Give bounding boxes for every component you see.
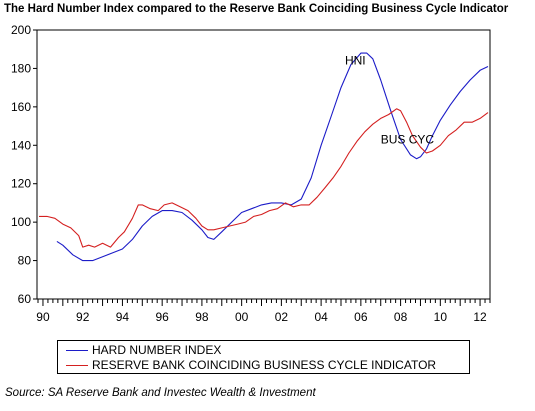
- legend-label-bus-cyc: RESERVE BANK COINCIDING BUSINESS CYCLE I…: [92, 358, 437, 372]
- x-tick-label: 00: [235, 310, 249, 324]
- x-tick-label: 98: [195, 310, 209, 324]
- x-tick-label: 04: [314, 310, 328, 324]
- source-note: Source: SA Reserve Bank and Investec Wea…: [5, 387, 316, 399]
- x-tick-label: 08: [394, 310, 408, 324]
- y-tick-label: 200: [11, 23, 31, 37]
- y-tick-label: 160: [11, 100, 31, 114]
- annotations: HNI BUS CYC: [345, 54, 434, 147]
- plot-frame: [36, 29, 491, 300]
- x-tick-label: 10: [434, 310, 448, 324]
- x-tick-label: 02: [275, 310, 289, 324]
- x-tick-label: 12: [473, 310, 487, 324]
- legend: HARD NUMBER INDEX RESERVE BANK COINCIDIN…: [57, 340, 470, 374]
- legend-entry-bus-cyc: RESERVE BANK COINCIDING BUSINESS CYCLE I…: [58, 358, 469, 373]
- x-tick-label: 90: [36, 310, 50, 324]
- line-chart: 60 80 100 120 140 160 180 200 90 92 94 96 98 00 02 04 06…: [11, 23, 491, 324]
- x-tick-label: 94: [116, 310, 130, 324]
- series-line-hni: [56, 52, 489, 262]
- y-tick-label: 120: [11, 177, 31, 191]
- y-tick-label: 80: [18, 254, 32, 268]
- x-tick-label: 96: [155, 310, 169, 324]
- x-tick-label: 92: [76, 310, 90, 324]
- y-tick-label: 140: [11, 138, 31, 152]
- x-tick-label: 06: [354, 310, 368, 324]
- series-lines: [39, 52, 489, 262]
- annotation-hni: HNI: [345, 54, 366, 68]
- y-tick-label: 100: [11, 215, 31, 229]
- annotation-bus-cyc: BUS CYC: [381, 132, 435, 146]
- series-line-bus-cyc: [39, 108, 489, 248]
- axes: 60 80 100 120 140 160 180 200 90 92 94 96 98 00 02 04 06…: [11, 23, 491, 324]
- y-tick-label: 180: [11, 61, 31, 75]
- y-tick-label: 60: [18, 292, 32, 306]
- legend-label-hni: HARD NUMBER INDEX: [92, 343, 222, 357]
- legend-swatch-hni: [66, 350, 88, 351]
- legend-swatch-bus-cyc: [66, 365, 88, 366]
- legend-entry-hni: HARD NUMBER INDEX: [58, 343, 469, 358]
- chart-title: The Hard Number Index compared to the Re…: [4, 3, 509, 15]
